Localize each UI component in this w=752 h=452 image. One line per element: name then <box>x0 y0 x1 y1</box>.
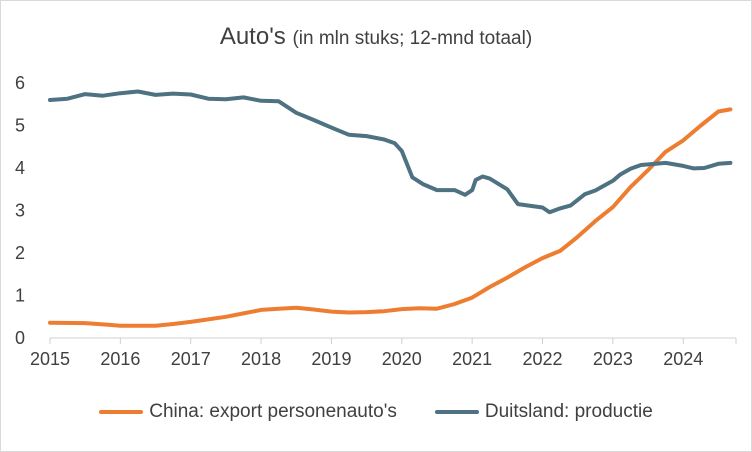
chart-title-main: Auto's <box>219 23 286 50</box>
legend-swatch-china <box>99 410 144 414</box>
series-line-china <box>48 107 733 328</box>
series-lines <box>48 89 733 328</box>
x-tick-label: 2023 <box>593 349 633 369</box>
legend-item-china: China: export personenauto's <box>99 401 397 423</box>
x-tick-label: 2017 <box>171 349 211 369</box>
x-tick-label: 2016 <box>100 349 140 369</box>
legend-swatch-duitsland <box>434 410 479 414</box>
x-tick-label: 2024 <box>663 349 703 369</box>
x-tick-label: 2021 <box>452 349 492 369</box>
y-tick-label: 6 <box>15 73 25 93</box>
chart-title-subtitle: (in mln stuks; 12-mnd totaal) <box>292 28 533 49</box>
line-chart: 0 1 2 3 4 5 6 2015 2016 2017 2018 2019 2020 2021 2022 2… <box>15 73 737 369</box>
y-tick-label: 4 <box>15 158 25 178</box>
x-tick-label: 2015 <box>30 349 70 369</box>
series-line-duitsland <box>48 89 733 215</box>
x-tick-label: 2018 <box>241 349 281 369</box>
x-tick-label: 2020 <box>382 349 422 369</box>
y-tick-label: 0 <box>15 328 25 348</box>
y-tick-label: 2 <box>15 243 25 263</box>
y-tick-label: 3 <box>15 201 25 221</box>
legend-label-china: China: export personenauto's <box>149 401 397 422</box>
y-tick-label: 1 <box>15 286 25 306</box>
x-tick-label: 2019 <box>311 349 351 369</box>
y-tick-label: 5 <box>15 116 25 136</box>
legend-label-duitsland: Duitsland: productie <box>484 401 653 422</box>
axes: 0 1 2 3 4 5 6 2015 2016 2017 2018 2019 2020 2021 2022 2… <box>15 73 737 369</box>
x-tick-label: 2022 <box>522 349 562 369</box>
legend-item-duitsland: Duitsland: productie <box>434 401 653 423</box>
legend: China: export personenauto's Duitsland: … <box>1 401 751 423</box>
chart-title: Auto's (in mln stuks; 12-mnd totaal) <box>1 23 751 51</box>
